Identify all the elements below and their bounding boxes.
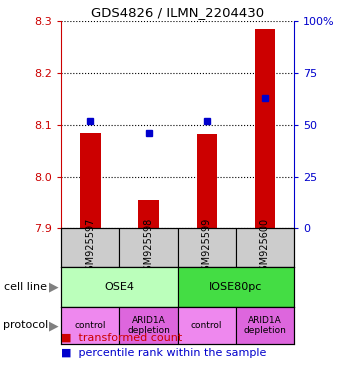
Bar [255,29,275,228]
Bar [61,228,119,267]
Text: ARID1A
depletion: ARID1A depletion [127,316,170,335]
Text: control: control [191,321,223,330]
Text: ARID1A
depletion: ARID1A depletion [244,316,286,335]
Bar [177,228,236,267]
Text: protocol: protocol [4,320,49,331]
Bar [119,307,177,344]
Text: OSE4: OSE4 [104,282,134,292]
Text: GSM925599: GSM925599 [202,218,212,277]
Bar [138,200,159,228]
Text: GSM925600: GSM925600 [260,218,270,277]
Text: IOSE80pc: IOSE80pc [209,282,262,292]
Text: cell line: cell line [4,282,47,292]
Text: ■  transformed count: ■ transformed count [61,333,182,343]
Bar [197,134,217,228]
Title: GDS4826 / ILMN_2204430: GDS4826 / ILMN_2204430 [91,5,264,18]
Bar [61,267,177,307]
Text: ▶: ▶ [49,281,59,293]
Text: ■  percentile rank within the sample: ■ percentile rank within the sample [61,348,267,358]
Bar [80,132,100,228]
Bar [236,307,294,344]
Bar [236,228,294,267]
Text: GSM925598: GSM925598 [144,218,154,277]
Text: GSM925597: GSM925597 [85,218,95,277]
Bar [61,307,119,344]
Bar [177,267,294,307]
Text: control: control [75,321,106,330]
Bar [177,307,236,344]
Text: ▶: ▶ [49,319,59,332]
Bar [119,228,177,267]
